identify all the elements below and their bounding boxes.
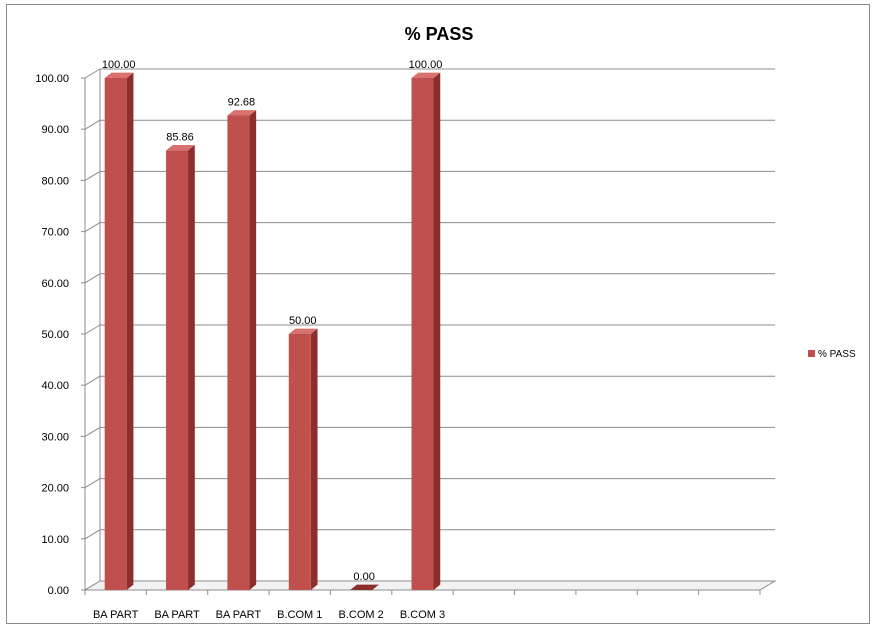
data-label: 100.00 (409, 59, 443, 71)
bar-front (288, 334, 311, 590)
y-tick-label: 80.00 (41, 175, 69, 187)
bar-front (166, 150, 189, 591)
data-label: 92.68 (228, 96, 256, 108)
gridline-diagonal (84, 222, 101, 233)
y-tick-label: 10.00 (41, 534, 69, 546)
y-tick-label: 20.00 (41, 483, 69, 495)
data-label: 85.86 (166, 131, 194, 143)
gridline-diagonal (84, 529, 101, 540)
bar-side (249, 110, 257, 590)
bar-side (433, 72, 441, 591)
y-tick-label: 90.00 (41, 124, 69, 136)
y-tick-label: 100.00 (35, 73, 69, 85)
gridline-diagonal (84, 324, 101, 335)
bar-front (104, 78, 127, 590)
data-label: 0.00 (353, 571, 374, 583)
x-tick-label: BA PART (154, 609, 200, 621)
bar-side (188, 144, 195, 590)
bar-side (126, 72, 134, 591)
bar-top (166, 144, 195, 151)
bar-top (104, 72, 134, 78)
data-label: 50.00 (289, 315, 317, 327)
bar-top (411, 72, 441, 78)
y-tick-label: 40.00 (41, 380, 69, 392)
gridline-diagonal (84, 375, 101, 386)
chart-title: % PASS (405, 24, 474, 44)
x-tick-label: B.COM 2 (339, 609, 384, 621)
data-labels: 100.00 85.86 92.68 50.00 0.00 100.00 (102, 59, 442, 583)
x-tick-label: BA PART (216, 609, 262, 621)
bar (104, 72, 134, 591)
x-tick-label: B.COM 3 (400, 609, 445, 621)
bar-front (411, 78, 434, 590)
gridline-diagonal (84, 170, 101, 181)
bar-front (227, 115, 250, 591)
gridline-diagonal (84, 273, 101, 284)
bar (411, 72, 441, 591)
y-axis-ticks: 0.00 10.00 20.00 30.00 40.00 50.00 60.00 70.00 8… (35, 73, 85, 597)
gridline-diagonal (84, 478, 101, 489)
bar-top (227, 110, 257, 116)
gridline-diagonal (84, 119, 101, 130)
bar (350, 584, 379, 590)
bar-top (350, 584, 379, 590)
bar-side (310, 328, 318, 590)
data-label: 100.00 (102, 59, 136, 71)
bar (227, 110, 257, 591)
gridline-diagonal (84, 426, 101, 437)
x-axis-ticks: BA PART BA PART BA PART B.COM 1 B.COM 2 B.COM… (84, 590, 761, 621)
x-tick-label: B.COM 1 (277, 609, 322, 621)
y-tick-label: 70.00 (41, 227, 69, 239)
gridline-diagonal (84, 68, 101, 79)
y-tick-label: 60.00 (41, 278, 69, 290)
legend-label-percent-pass: % PASS (818, 349, 856, 360)
y-tick-label: 50.00 (41, 329, 69, 341)
legend: % PASS (808, 349, 856, 360)
bars (104, 72, 441, 591)
y-tick-label: 0.00 (48, 585, 69, 597)
bar (166, 144, 195, 591)
bar (288, 328, 318, 590)
legend-swatch-percent-pass (808, 350, 815, 357)
y-tick-label: 30.00 (41, 431, 69, 443)
x-tick-label: BA PART (93, 609, 139, 621)
bar-top (288, 328, 318, 334)
